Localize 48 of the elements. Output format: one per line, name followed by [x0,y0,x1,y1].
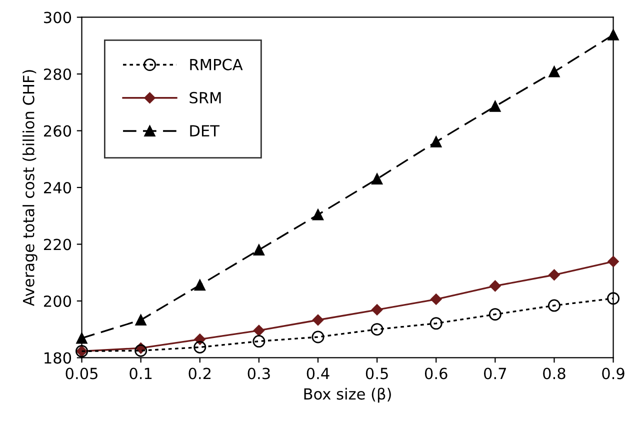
point [76,332,88,344]
point [608,256,619,268]
point [371,304,383,316]
point [548,269,560,280]
x-tick-label: 0.4 [306,368,330,380]
y-tick-label: 180 [44,352,72,364]
point [135,314,146,326]
point [548,299,560,312]
x-axis-title: Box size (β) [304,388,391,403]
x-tick-label: 0.3 [248,368,270,380]
point [371,173,383,185]
legend-label: DET [190,125,220,136]
x-tick-label: 0.7 [484,368,506,380]
point [194,340,206,354]
y-axis-title: Average total cost (billion CHF) [22,70,38,306]
y-tick-label: 240 [44,182,72,194]
y-tick-label: 260 [44,125,72,137]
point [194,280,206,291]
y-tick-label: 200 [44,295,72,308]
point [430,317,442,330]
point [252,335,266,348]
point [548,66,560,78]
point [134,344,148,357]
point [490,280,501,292]
y-tick-label: 220 [44,238,72,250]
legend-label: RMPCA [190,58,243,70]
x-tick-label: 0.9 [602,368,624,380]
x-tick-label: 0.8 [543,368,566,380]
point [312,314,324,326]
x-tick-label: 0.5 [366,368,388,380]
x-tick-label: 0.2 [188,368,210,380]
x-tick-label: 0.6 [424,368,448,380]
x-tick-label: 0.05 [66,368,98,380]
point [253,244,264,256]
point [488,308,502,321]
point [608,29,619,40]
point [253,324,265,336]
point [430,136,442,148]
y-tick-label: 280 [44,68,72,80]
point [370,323,384,336]
point [312,209,324,220]
legend-label: SRM [190,92,221,104]
point [312,330,324,344]
point [607,292,620,305]
point [490,100,501,112]
y-tick-label: 300 [44,12,72,24]
x-tick-label: 0.1 [130,368,152,380]
point [430,294,442,305]
